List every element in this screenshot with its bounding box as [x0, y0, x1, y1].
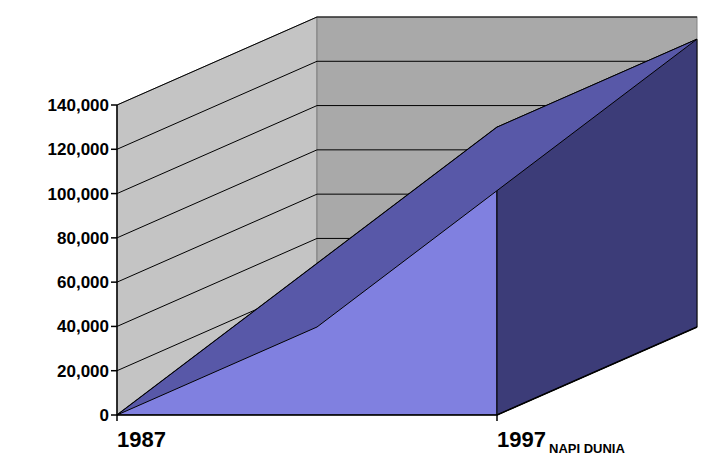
tick-mark	[111, 326, 117, 328]
tick-mark	[111, 281, 117, 283]
tick-mark	[111, 104, 117, 106]
tick-label: 100,000	[48, 185, 109, 204]
grid-line	[117, 150, 317, 238]
tick-label: 60,000	[57, 273, 109, 292]
x-axis	[117, 414, 497, 416]
tick-label: 120,000	[48, 140, 109, 159]
grid-line	[117, 61, 317, 149]
grid-line	[117, 17, 317, 105]
chart: 0 20,000 40,000 60,000 80,000 100,000 120,000 1…	[0, 0, 706, 471]
tick-mark	[496, 415, 498, 421]
tick-label: 80,000	[57, 229, 109, 248]
series-label: NAPI DUNIA	[549, 441, 625, 456]
category-label: 1987	[117, 427, 166, 452]
y-axis	[116, 105, 118, 415]
tick-mark	[111, 193, 117, 195]
grid-line	[317, 61, 697, 62]
tick-mark	[111, 149, 117, 151]
grid-line	[117, 194, 317, 282]
tick-mark	[111, 414, 117, 416]
tick-label: 0	[100, 406, 109, 425]
area-top	[117, 39, 697, 415]
grid-line	[117, 106, 317, 194]
depth-axis	[497, 327, 697, 415]
tick-label: 40,000	[57, 317, 109, 336]
grid-line	[317, 17, 697, 18]
tick-mark	[111, 237, 117, 239]
tick-mark	[116, 415, 118, 421]
tick-mark	[111, 370, 117, 372]
category-label: 1997	[497, 427, 546, 452]
tick-label: 20,000	[57, 362, 109, 381]
tick-label: 140,000	[48, 96, 109, 115]
